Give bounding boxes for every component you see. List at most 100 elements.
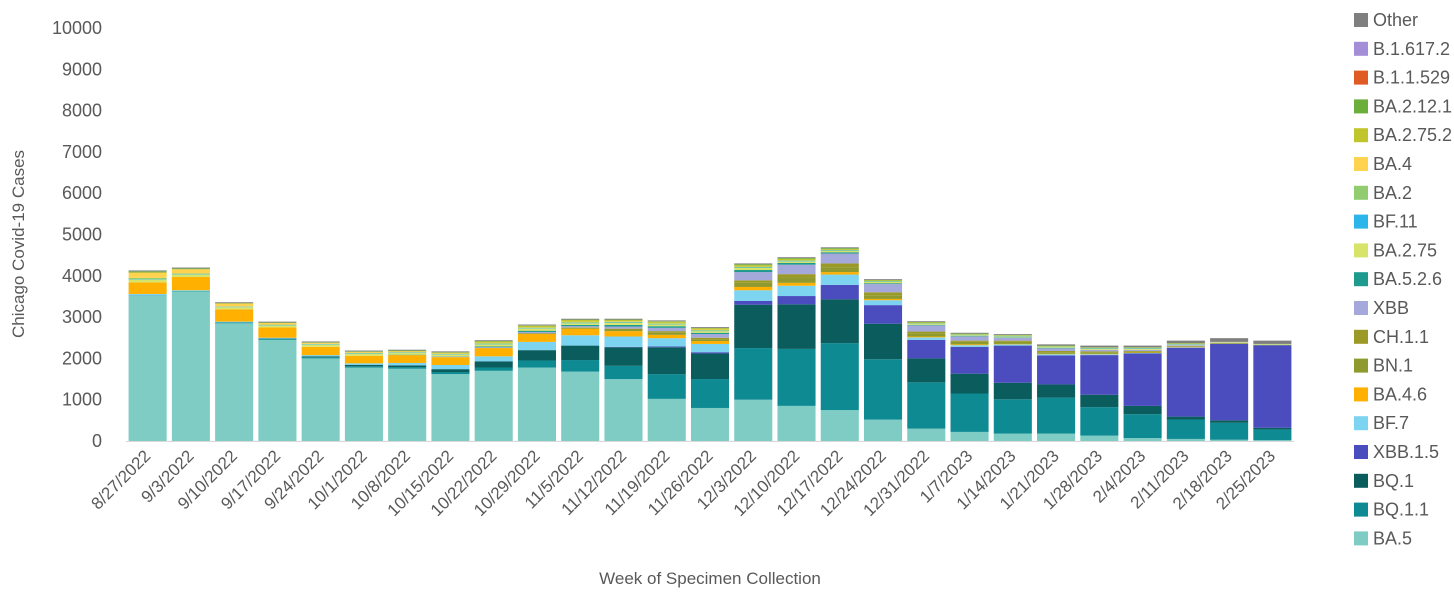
bar-segment [734,280,773,283]
legend-swatch [1354,157,1368,171]
legend-item: BA.5.2.6 [1354,269,1442,289]
bar-stack [171,267,210,441]
bar-segment [1210,420,1249,423]
bar-segment [690,339,730,342]
bar-segment [950,346,989,374]
bar-segment [1080,355,1119,395]
bar-segment [734,290,773,301]
bars-area [128,247,1292,441]
bar-segment [561,335,600,346]
bar-segment [344,353,383,356]
bar-segment [258,337,297,339]
legend-swatch [1354,13,1368,27]
bar-segment [1080,352,1119,354]
bar-segment [561,323,600,325]
bar-segment [820,299,859,344]
bar-segment [344,350,383,352]
bar-segment [734,282,773,287]
bar-segment [517,328,556,331]
legend-swatch [1354,243,1368,258]
bar-segment [864,298,903,301]
bar-segment [431,372,470,375]
bar-segment [561,360,600,372]
bar-segment [1253,440,1292,441]
bar-segment [344,367,383,441]
bar-segment [993,382,1032,400]
bar-segment [647,332,686,335]
bar-segment [1080,345,1119,348]
bar-segment [258,327,297,338]
bar-segment [128,279,167,283]
bar-stack [301,341,340,441]
bar-stack [474,340,513,441]
bar-segment [604,347,643,366]
bar-segment [1037,348,1076,351]
bar-segment [301,346,340,356]
bar-segment [647,347,686,375]
bar-segment [777,264,816,275]
bar-segment [344,352,383,354]
bar-segment [690,328,730,330]
bar-segment [474,367,513,371]
bar-segment [604,379,643,441]
y-tick-label: 0 [92,431,102,451]
bar-segment [777,260,816,261]
bar-segment [474,343,513,344]
bar-segment [820,272,859,275]
legend-swatch [1354,128,1368,143]
bar-segment [1037,433,1076,441]
bar-segment [993,337,1032,341]
bar-segment [647,326,686,328]
legend-swatch [1354,387,1368,402]
bar-stack [777,257,816,441]
bar-segment [344,355,383,364]
bar-segment [474,341,513,343]
bar-segment [258,322,297,325]
legend-item: BQ.1.1 [1354,500,1429,520]
legend-label: BA.5.2.6 [1373,269,1442,289]
bar-segment [604,328,643,330]
legend-label: B.1.1.529 [1373,68,1450,88]
bar-stack [1123,345,1162,441]
bar-segment [950,345,989,347]
bar-segment [561,318,600,320]
bar-stack [1210,338,1249,441]
bar-stack [1253,340,1292,441]
bar-segment [907,325,946,332]
legend-item: BA.4.6 [1354,384,1427,404]
bar-segment [647,334,686,339]
bar-segment [1037,355,1076,385]
bar-segment [431,357,470,366]
legend-item: XBB [1354,298,1409,318]
bar-segment [561,322,600,323]
y-tick-label: 6000 [62,183,102,203]
legend-label: BQ.1.1 [1373,500,1429,520]
bar-segment [907,382,946,429]
legend-item: B.1.617.2 [1354,39,1450,59]
bar-segment [604,365,643,380]
bar-segment [647,374,686,399]
bar-segment [1037,384,1076,398]
legend-item: BA.2 [1354,183,1412,203]
bar-segment [950,332,989,334]
bar-segment [388,368,427,441]
bar-segment [907,331,946,334]
bar-segment [993,399,1032,434]
bar-segment [388,362,427,366]
legend-item: B.1.1.529 [1354,68,1450,88]
bar-segment [215,323,254,441]
legend-swatch [1354,185,1368,200]
bar-segment [907,358,946,383]
bar-segment [1253,429,1292,441]
bar-segment [993,433,1032,441]
bar-segment [864,284,903,293]
bar-segment [561,324,600,327]
bar-segment [604,326,643,329]
bar-segment [907,337,946,340]
bar-segment [301,355,340,357]
bar-segment [215,321,254,323]
bar-stack [950,332,989,441]
legend-label: BQ.1 [1373,471,1414,491]
bar-segment [690,327,730,328]
bar-segment [215,307,254,310]
